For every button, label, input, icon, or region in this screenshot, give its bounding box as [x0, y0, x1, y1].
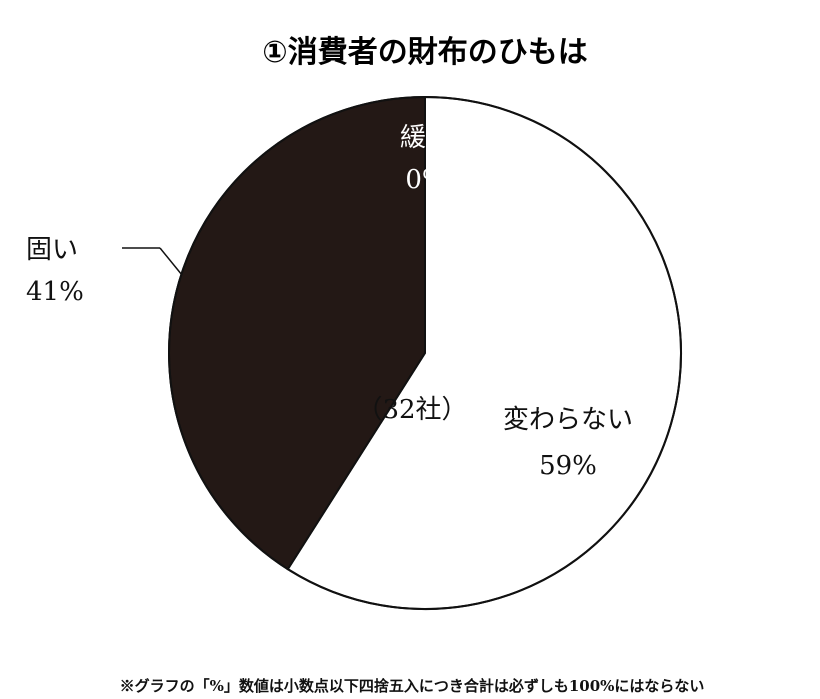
- pie-outline: [168, 96, 682, 610]
- slice-label-loose: 緩い: [400, 123, 452, 153]
- slice-label-firm: 固い: [26, 235, 78, 265]
- footnote: ※グラフの「%」数値は小数点以下四捨五入につき合計は必ずしも100%にはならない: [120, 677, 705, 695]
- center-label: （32社）: [356, 395, 467, 425]
- slice-value-unchanged: 59%: [539, 451, 597, 481]
- slice-value-loose: 0%: [405, 165, 446, 195]
- callout-line-firm-diagonal: [159, 247, 183, 276]
- slice-label-unchanged: 変わらない: [503, 405, 633, 435]
- chart-title: ①消費者の財布のひもは: [262, 35, 587, 70]
- slice-value-firm: 41%: [26, 277, 84, 307]
- pie-slices: [168, 95, 682, 610]
